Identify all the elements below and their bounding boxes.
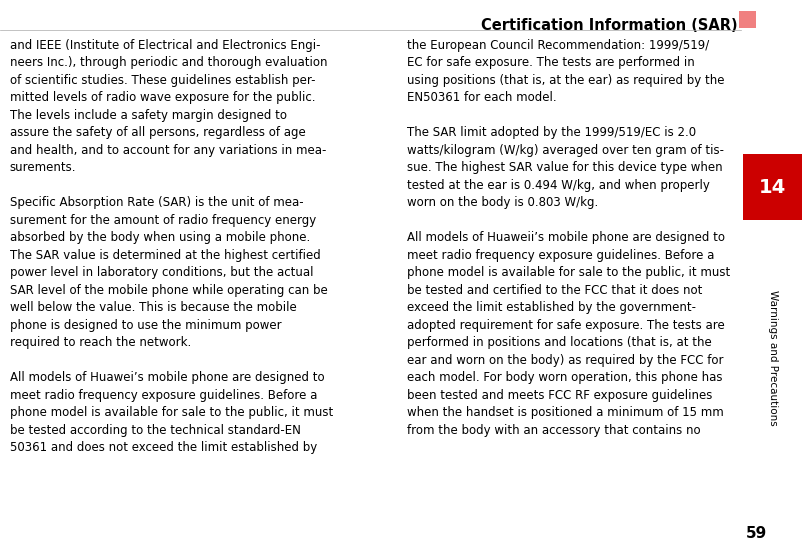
Text: Warnings and Precautions: Warnings and Precautions xyxy=(767,290,777,426)
Text: 59: 59 xyxy=(745,526,766,541)
FancyBboxPatch shape xyxy=(738,11,755,28)
Text: Certification Information (SAR): Certification Information (SAR) xyxy=(480,18,736,33)
Text: and IEEE (Institute of Electrical and Electronics Engi-
neers Inc.), through per: and IEEE (Institute of Electrical and El… xyxy=(10,39,333,454)
Text: 14: 14 xyxy=(759,178,785,197)
FancyBboxPatch shape xyxy=(742,154,802,220)
Text: the European Council Recommendation: 1999/519/
EC for safe exposure. The tests a: the European Council Recommendation: 199… xyxy=(407,39,730,436)
